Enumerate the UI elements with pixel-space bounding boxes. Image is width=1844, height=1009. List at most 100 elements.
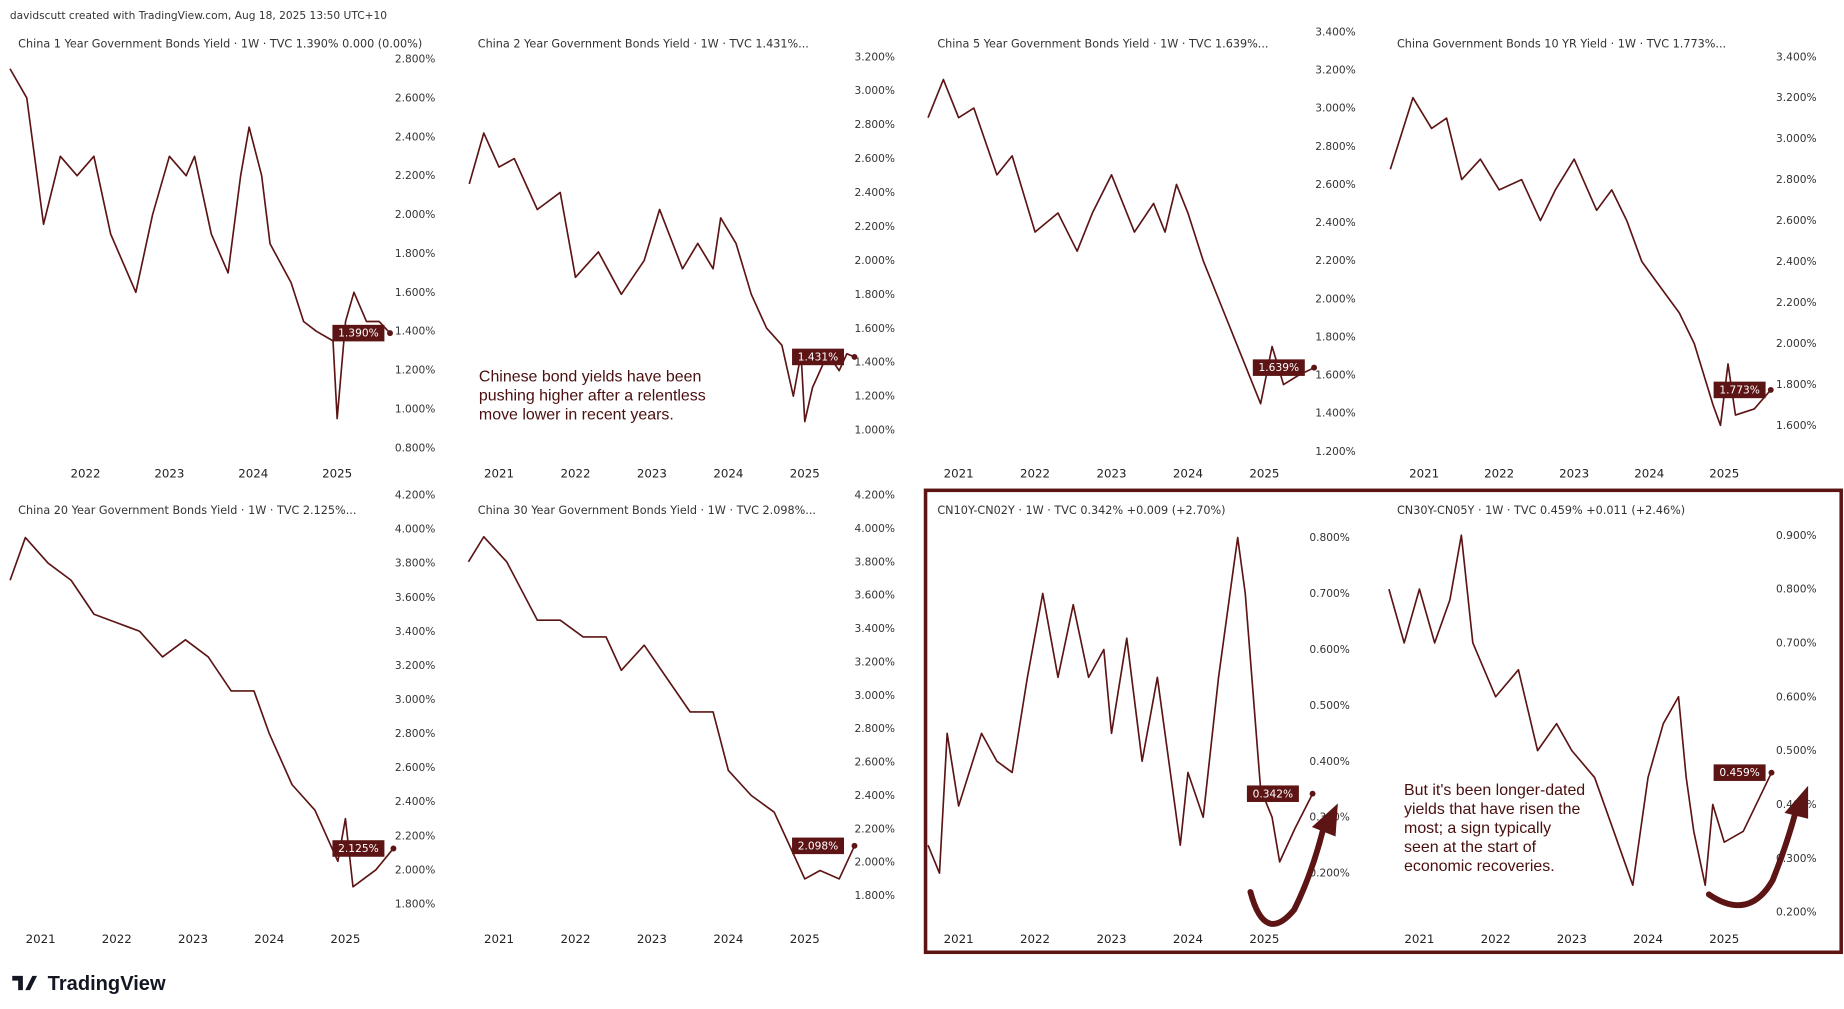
y-tick-label: 0.200% <box>1776 906 1817 919</box>
x-tick-label: 2025 <box>1709 466 1739 480</box>
y-tick-label: 1.600% <box>395 286 436 299</box>
y-tick-label: 2.400% <box>1776 255 1817 268</box>
y-tick-label: 4.000% <box>395 523 436 536</box>
y-tick-label: 2.600% <box>854 756 895 769</box>
last-value-label: 2.125% <box>338 842 379 855</box>
y-tick-label: 2.600% <box>854 152 895 165</box>
y-tick-label: 2.000% <box>1776 337 1817 350</box>
x-tick-label: 2023 <box>1096 932 1126 946</box>
chart-panel-5: China 20 Year Government Bonds Yield · 1… <box>9 489 436 946</box>
y-tick-label: 1.800% <box>1776 378 1817 391</box>
x-tick-label: 2022 <box>1481 932 1511 946</box>
chart-title: CN30Y-CN05Y · 1W · TVC 0.459% +0.011 (+2… <box>1397 504 1685 517</box>
y-tick-label: 1.000% <box>854 424 895 437</box>
last-point-marker <box>1309 790 1316 797</box>
y-tick-label: 2.400% <box>854 789 895 802</box>
y-tick-label: 2.800% <box>854 722 895 735</box>
chart-title: China 20 Year Government Bonds Yield · 1… <box>18 504 356 517</box>
x-tick-label: 2022 <box>1020 932 1050 946</box>
y-tick-label: 2.600% <box>1776 214 1817 227</box>
x-tick-label: 2022 <box>1020 466 1050 480</box>
y-tick-label: 3.000% <box>1315 102 1356 115</box>
annotation-line: economic recoveries. <box>1404 858 1555 875</box>
x-tick-label: 2021 <box>484 932 514 946</box>
annotation-line: yields that have risen the <box>1404 801 1580 818</box>
y-tick-label: 2.600% <box>395 91 436 104</box>
x-tick-label: 2023 <box>1096 466 1126 480</box>
y-tick-label: 2.000% <box>395 208 436 221</box>
annotation-line: But it's been longer-dated <box>1404 782 1585 799</box>
y-tick-label: 3.800% <box>854 555 895 568</box>
y-tick-label: 2.200% <box>395 169 436 182</box>
y-tick-label: 4.200% <box>395 489 436 502</box>
chart-panel-7: CN10Y-CN02Y · 1W · TVC 0.342% +0.009 (+2… <box>927 504 1350 946</box>
header-credit: davidscutt created with TradingView.com,… <box>10 9 387 22</box>
y-tick-label: 3.600% <box>854 589 895 602</box>
x-tick-label: 2024 <box>1634 466 1664 480</box>
last-value-badge <box>792 837 845 855</box>
y-tick-label: 0.600% <box>1309 643 1350 656</box>
y-tick-label: 1.400% <box>854 356 895 369</box>
chart-title: China 5 Year Government Bonds Yield · 1W… <box>937 37 1268 50</box>
last-point-marker <box>387 330 393 337</box>
y-tick-label: 2.400% <box>854 186 895 199</box>
y-tick-label: 3.200% <box>854 655 895 668</box>
x-tick-label: 2025 <box>1249 466 1279 480</box>
chart-panel-2: China 2 Year Government Bonds Yield · 1W… <box>468 37 895 480</box>
y-tick-label: 0.900% <box>1776 529 1817 542</box>
series-line <box>1388 534 1773 887</box>
x-tick-label: 2025 <box>330 932 360 946</box>
y-tick-label: 3.000% <box>395 693 436 706</box>
y-tick-label: 2.800% <box>1776 173 1817 186</box>
y-tick-label: 0.800% <box>1309 531 1350 544</box>
annotation-line: Chinese bond yields have been <box>479 369 701 386</box>
last-value-badge <box>332 324 385 342</box>
chart-panel-3: China 5 Year Government Bonds Yield · 1W… <box>927 25 1356 480</box>
annotation-line: pushing higher after a relentless <box>479 388 706 405</box>
x-tick-label: 2021 <box>944 466 974 480</box>
y-tick-label: 0.500% <box>1776 744 1817 757</box>
y-tick-label: 3.000% <box>854 689 895 702</box>
chart-panel-6: China 30 Year Government Bonds Yield · 1… <box>467 489 895 946</box>
y-tick-label: 2.200% <box>854 220 895 233</box>
y-tick-label: 2.000% <box>395 863 436 876</box>
chart-panel-4: China Government Bonds 10 YR Yield · 1W … <box>1389 37 1817 480</box>
last-value-label: 1.431% <box>798 350 839 363</box>
curved-arrow-icon <box>1247 803 1338 927</box>
y-tick-label: 2.000% <box>1315 292 1356 305</box>
y-tick-label: 3.400% <box>1776 50 1817 63</box>
y-tick-label: 2.000% <box>854 856 895 869</box>
chart-title: CN10Y-CN02Y · 1W · TVC 0.342% +0.009 (+2… <box>937 504 1225 517</box>
annotation-2: But it's been longer-dated yields that h… <box>1404 782 1585 875</box>
x-tick-label: 2024 <box>1173 466 1203 480</box>
y-tick-label: 3.400% <box>395 625 436 638</box>
x-tick-label: 2021 <box>1404 932 1434 946</box>
x-tick-label: 2021 <box>26 932 56 946</box>
x-tick-label: 2023 <box>637 932 667 946</box>
x-tick-label: 2023 <box>154 466 184 480</box>
y-tick-label: 0.800% <box>1776 583 1817 596</box>
x-tick-label: 2025 <box>322 466 352 480</box>
annotation-line: move lower in recent years. <box>479 406 674 423</box>
series-line <box>9 536 395 888</box>
x-tick-label: 2021 <box>484 466 514 480</box>
last-value-label: 2.098% <box>798 839 839 852</box>
series-line <box>1389 96 1772 427</box>
last-value-badge <box>1713 764 1766 781</box>
y-tick-label: 3.000% <box>854 84 895 97</box>
y-tick-label: 1.400% <box>395 325 436 338</box>
y-tick-label: 1.000% <box>395 402 436 415</box>
last-point-marker <box>851 353 858 360</box>
y-tick-label: 2.200% <box>854 822 895 835</box>
chart-panel-1: China 1 Year Government Bonds Yield · 1W… <box>9 37 436 480</box>
y-tick-label: 4.200% <box>854 489 895 502</box>
last-value-badge <box>332 840 385 857</box>
y-tick-label: 1.400% <box>1315 407 1356 420</box>
y-tick-label: 1.200% <box>395 364 436 377</box>
y-tick-label: 1.800% <box>395 247 436 260</box>
y-tick-label: 3.600% <box>395 591 436 604</box>
y-tick-label: 0.500% <box>1309 699 1350 712</box>
y-tick-label: 2.200% <box>395 829 436 842</box>
y-tick-label: 2.200% <box>1315 254 1356 267</box>
y-tick-label: 1.800% <box>854 889 895 902</box>
